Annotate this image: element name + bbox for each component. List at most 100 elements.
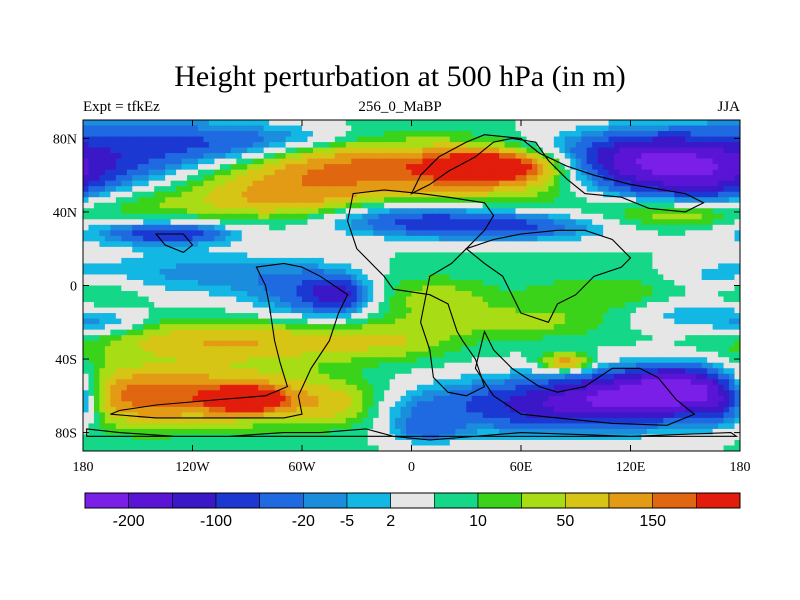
field-cell xyxy=(384,180,391,187)
field-cell xyxy=(641,120,648,127)
field-cell xyxy=(181,279,188,287)
field-cell xyxy=(384,335,391,342)
field-cell xyxy=(110,291,117,298)
field-cell xyxy=(411,318,418,325)
field-cell xyxy=(367,175,374,182)
field-cell xyxy=(312,147,320,154)
field-cell xyxy=(203,346,210,353)
field-cell xyxy=(531,213,539,220)
field-cell xyxy=(652,324,659,331)
field-cell xyxy=(570,175,577,182)
field-cell xyxy=(411,208,418,215)
field-cell xyxy=(707,219,714,226)
field-cell xyxy=(657,224,664,231)
field-cell xyxy=(137,158,144,165)
field-cell xyxy=(493,158,500,165)
field-cell xyxy=(110,230,117,237)
field-cell xyxy=(526,224,533,231)
field-cell xyxy=(154,252,161,259)
field-cell xyxy=(499,291,506,298)
field-cell xyxy=(701,279,708,287)
field-cell xyxy=(362,136,369,143)
field-cell xyxy=(685,313,692,320)
field-cell xyxy=(553,257,560,265)
field-cell xyxy=(181,136,188,143)
field-cell xyxy=(143,158,150,165)
field-cell xyxy=(411,153,418,160)
field-cell xyxy=(83,268,90,276)
field-cell xyxy=(115,164,122,171)
field-cell xyxy=(460,153,467,160)
field-cell xyxy=(455,346,462,353)
field-cell xyxy=(307,175,314,182)
field-cell xyxy=(269,186,276,193)
field-cell xyxy=(345,329,352,336)
field-cell xyxy=(389,147,396,154)
field-cell xyxy=(329,335,336,342)
field-cell xyxy=(83,340,90,347)
field-cell xyxy=(110,346,117,353)
field-cell xyxy=(345,230,352,237)
field-cell xyxy=(367,246,374,253)
field-cell xyxy=(526,340,533,347)
field-cell xyxy=(340,191,347,198)
field-cell xyxy=(312,131,320,138)
field-cell xyxy=(427,268,434,276)
field-cell xyxy=(438,246,445,253)
field-cell xyxy=(597,175,604,182)
field-cell xyxy=(192,324,199,331)
field-cell xyxy=(630,120,637,127)
field-cell xyxy=(356,313,363,320)
field-cell xyxy=(400,291,407,298)
field-cell xyxy=(433,257,440,265)
field-cell xyxy=(406,324,413,331)
field-cell xyxy=(208,219,215,226)
field-cell xyxy=(449,158,456,165)
field-cell xyxy=(515,202,522,209)
field-cell xyxy=(329,164,336,171)
field-cell xyxy=(657,329,664,336)
field-cell xyxy=(389,136,396,143)
field-cell xyxy=(362,235,369,242)
field-cell xyxy=(329,208,336,215)
field-cell xyxy=(652,296,659,303)
field-cell xyxy=(652,291,659,298)
field-cell xyxy=(137,131,144,138)
field-cell xyxy=(723,164,730,171)
field-cell xyxy=(329,147,336,154)
field-cell xyxy=(553,219,560,226)
field-cell xyxy=(263,147,270,154)
field-cell xyxy=(176,158,183,165)
field-cell xyxy=(389,202,396,209)
field-cell xyxy=(104,307,111,314)
field-cell xyxy=(438,125,445,132)
field-cell xyxy=(581,213,588,220)
field-cell xyxy=(121,302,128,309)
field-cell xyxy=(438,279,445,287)
field-cell xyxy=(674,252,681,259)
field-cell xyxy=(312,213,320,220)
field-cell xyxy=(427,335,434,342)
field-cell xyxy=(285,246,292,253)
field-cell xyxy=(258,180,265,187)
field-cell xyxy=(219,318,226,325)
field-cell xyxy=(110,197,117,204)
field-cell xyxy=(564,318,571,325)
field-cell xyxy=(318,175,325,182)
field-cell xyxy=(373,285,380,292)
field-cell xyxy=(674,131,681,138)
field-cell xyxy=(373,191,380,198)
field-cell xyxy=(674,169,681,176)
field-cell xyxy=(88,202,95,209)
field-cell xyxy=(356,224,363,231)
field-cell xyxy=(154,125,161,132)
field-cell xyxy=(570,136,577,143)
field-cell xyxy=(406,224,413,231)
field-cell xyxy=(641,202,648,209)
field-cell xyxy=(504,318,511,325)
field-cell xyxy=(696,224,703,231)
field-cell xyxy=(88,197,95,204)
field-cell xyxy=(455,285,462,292)
field-cell xyxy=(99,191,106,198)
field-cell xyxy=(526,213,533,220)
